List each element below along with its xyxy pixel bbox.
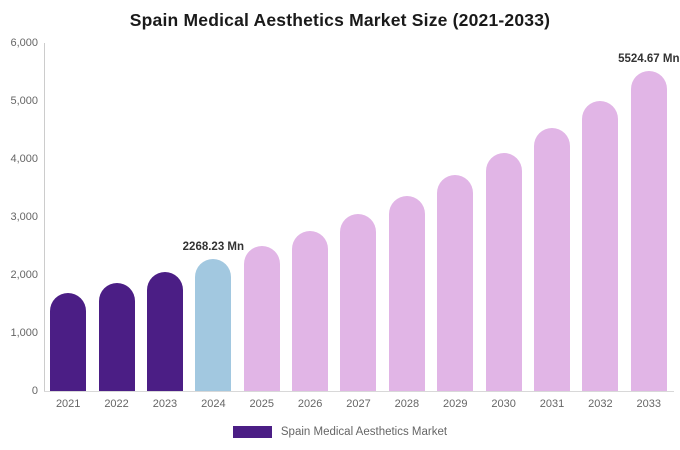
bar-column (141, 43, 189, 391)
x-tick-label-2023: 2023 (152, 398, 178, 410)
bar-2030[interactable] (485, 152, 522, 391)
x-tick-label-2027: 2027 (346, 398, 371, 410)
bar-column (383, 43, 431, 391)
bar-column (92, 43, 140, 391)
x-tick-label-2025: 2025 (249, 398, 274, 410)
bar-2024[interactable] (195, 259, 232, 391)
chart-title: Spain Medical Aesthetics Market Size (20… (129, 10, 551, 30)
bar-2029[interactable] (437, 175, 474, 391)
bar-2032[interactable] (582, 100, 619, 391)
bar-column (44, 43, 92, 391)
y-tick-label: 6,000 (10, 37, 38, 49)
x-tick-label-2029: 2029 (443, 398, 468, 410)
y-tick-label: 4,000 (10, 153, 38, 165)
x-tick-label-2028: 2028 (394, 398, 420, 410)
x-axis-line (44, 391, 674, 392)
bar-2026[interactable] (292, 230, 329, 391)
y-tick-label: 3,000 (10, 211, 38, 223)
plot-area (44, 43, 673, 391)
y-tick-label: 2,000 (10, 269, 38, 281)
y-tick-label: 1,000 (10, 327, 38, 339)
bar-2022[interactable] (98, 283, 135, 391)
bar-2023[interactable] (146, 271, 183, 391)
bar-2027[interactable] (340, 213, 377, 391)
x-tick-label-2031: 2031 (539, 398, 565, 410)
x-tick-label-2032: 2032 (588, 398, 613, 410)
legend-label: Spain Medical Aesthetics Market (280, 426, 448, 438)
x-tick-label-2030: 2030 (491, 398, 516, 410)
bar-2028[interactable] (388, 195, 425, 391)
bar-column (479, 43, 527, 391)
y-axis-line (44, 43, 45, 392)
bar-2021[interactable] (50, 293, 87, 391)
bar-2025[interactable] (243, 245, 280, 391)
data-label-2033: 5524.67 Mn (618, 52, 680, 65)
legend[interactable]: Spain Medical Aesthetics Market (0, 426, 680, 438)
bar-2033[interactable] (630, 70, 667, 391)
bar-column (189, 43, 237, 391)
x-tick-label-2024: 2024 (201, 398, 226, 410)
data-label-2024: 2268.23 Mn (182, 241, 245, 254)
bar-column (334, 43, 382, 391)
x-tick-label-2022: 2022 (104, 398, 129, 410)
x-tick-label-2021: 2021 (55, 398, 81, 410)
x-tick-label-2026: 2026 (297, 398, 323, 410)
bar-column (286, 43, 334, 391)
bar-column (431, 43, 479, 391)
y-tick-label: 0 (31, 385, 38, 397)
bar-column (576, 43, 624, 391)
x-tick-label-2033: 2033 (636, 398, 662, 410)
legend-swatch (232, 426, 272, 438)
y-tick-label: 5,000 (10, 95, 38, 107)
bar-column (238, 43, 286, 391)
bar-column (528, 43, 576, 391)
bar-column (625, 43, 673, 391)
bar-2031[interactable] (533, 128, 570, 391)
